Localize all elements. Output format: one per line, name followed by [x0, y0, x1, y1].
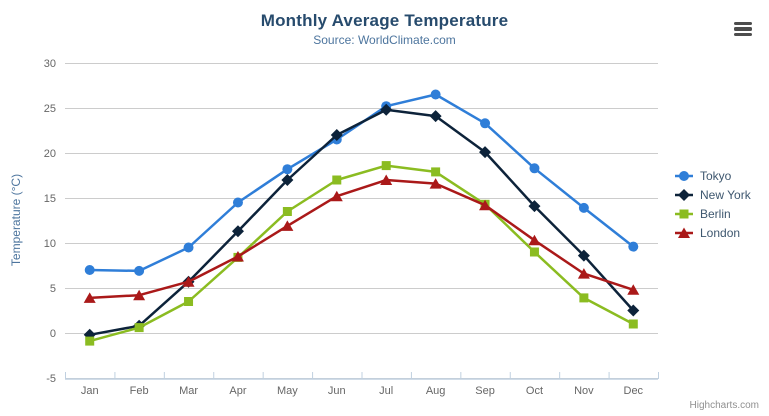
legend-item-new-york[interactable]: New York [675, 185, 751, 204]
legend-label: Tokyo [700, 168, 732, 183]
hamburger-icon [734, 32, 752, 36]
x-axis-label: May [277, 385, 298, 397]
series-line-berlin[interactable] [88, 164, 635, 343]
y-axis-label: 30 [44, 58, 56, 70]
series-line-london[interactable] [88, 178, 635, 300]
data-point-tokyo[interactable] [232, 197, 243, 208]
legend-item-tokyo[interactable]: Tokyo [675, 166, 751, 185]
legend-label: New York [700, 187, 751, 202]
data-point-berlin[interactable] [529, 247, 539, 257]
data-point-berlin[interactable] [85, 336, 95, 346]
x-axis-label: Feb [130, 385, 149, 397]
y-axis-label: 20 [44, 148, 56, 160]
legend-item-berlin[interactable]: Berlin [675, 204, 751, 223]
hamburger-icon [734, 22, 752, 26]
data-point-tokyo[interactable] [430, 89, 441, 100]
legend-marker-triangle-icon [675, 227, 693, 238]
data-point-berlin[interactable] [332, 175, 342, 185]
chart-title: Monthly Average Temperature [260, 11, 509, 30]
x-axis-label: Apr [229, 385, 246, 397]
data-point-new-york[interactable] [330, 129, 343, 141]
data-point-tokyo[interactable] [183, 242, 194, 253]
x-axis-label: Oct [526, 385, 543, 397]
data-point-berlin[interactable] [628, 319, 638, 329]
data-point-tokyo[interactable] [578, 202, 589, 213]
data-point-tokyo[interactable] [628, 241, 639, 252]
chart-subtitle: Source: WorldClimate.com [313, 33, 456, 47]
data-point-berlin[interactable] [134, 323, 144, 333]
legend-marker-square-icon [675, 209, 693, 218]
data-point-london[interactable] [231, 251, 244, 262]
legend-marker-circle-icon [675, 170, 693, 181]
data-point-new-york[interactable] [528, 200, 541, 213]
data-point-london[interactable] [479, 199, 492, 211]
data-point-london[interactable] [429, 178, 442, 189]
x-axis-label: Aug [426, 385, 446, 397]
x-axis-label: Sep [475, 385, 495, 397]
y-axis-label: 10 [44, 238, 56, 250]
hamburger-icon [734, 27, 752, 31]
data-point-london[interactable] [330, 190, 343, 202]
y-axis-label: 15 [44, 193, 56, 205]
data-point-london[interactable] [627, 284, 640, 295]
data-point-new-york[interactable] [577, 249, 590, 262]
data-point-new-york[interactable] [479, 146, 492, 159]
x-axis-label: Jul [379, 385, 393, 397]
data-point-new-york[interactable] [231, 225, 244, 238]
data-point-tokyo[interactable] [529, 163, 540, 174]
data-point-london[interactable] [83, 292, 96, 303]
data-point-tokyo[interactable] [480, 118, 491, 129]
data-point-berlin[interactable] [431, 167, 441, 177]
x-axis-label: Mar [179, 385, 198, 397]
data-point-tokyo[interactable] [84, 265, 95, 275]
export-menu-button[interactable] [733, 21, 753, 37]
legend: Tokyo New York Berlin London [675, 166, 751, 242]
series-line-new-york[interactable] [88, 108, 635, 337]
y-axis-label: 5 [50, 283, 56, 295]
y-axis-label: 0 [50, 328, 56, 340]
data-point-new-york[interactable] [281, 174, 294, 186]
data-point-berlin[interactable] [184, 297, 194, 306]
legend-symbol-new-york[interactable] [678, 188, 690, 201]
series-line-tokyo[interactable] [88, 93, 635, 273]
legend-label: London [700, 225, 741, 240]
legend-item-london[interactable]: London [675, 223, 751, 242]
legend-symbol-london[interactable] [678, 227, 690, 238]
data-point-new-york[interactable] [380, 103, 393, 116]
x-axis-label: Jan [81, 385, 99, 397]
data-point-new-york[interactable] [429, 110, 442, 123]
x-axis-label: Dec [624, 385, 644, 397]
x-axis-label: Nov [574, 385, 594, 397]
data-point-berlin[interactable] [579, 293, 589, 303]
data-point-london[interactable] [577, 268, 590, 279]
credits-link[interactable]: Highcharts.com [689, 400, 759, 411]
y-axis-label: -5 [46, 373, 56, 385]
data-point-berlin[interactable] [282, 207, 292, 216]
data-point-london[interactable] [281, 220, 294, 231]
data-point-london[interactable] [528, 234, 541, 246]
legend-label: Berlin [700, 206, 731, 221]
data-point-tokyo[interactable] [134, 265, 145, 276]
data-point-tokyo[interactable] [282, 164, 293, 175]
data-point-berlin[interactable] [381, 161, 391, 171]
data-point-london[interactable] [133, 289, 146, 301]
legend-symbol-berlin[interactable] [679, 209, 689, 218]
y-axis-label: 25 [44, 103, 56, 115]
x-axis-label: Jun [328, 385, 346, 397]
data-point-new-york[interactable] [627, 304, 640, 317]
legend-marker-diamond-icon [675, 188, 693, 201]
data-point-london[interactable] [182, 276, 195, 287]
data-point-london[interactable] [380, 174, 393, 186]
legend-symbol-tokyo[interactable] [679, 170, 689, 181]
